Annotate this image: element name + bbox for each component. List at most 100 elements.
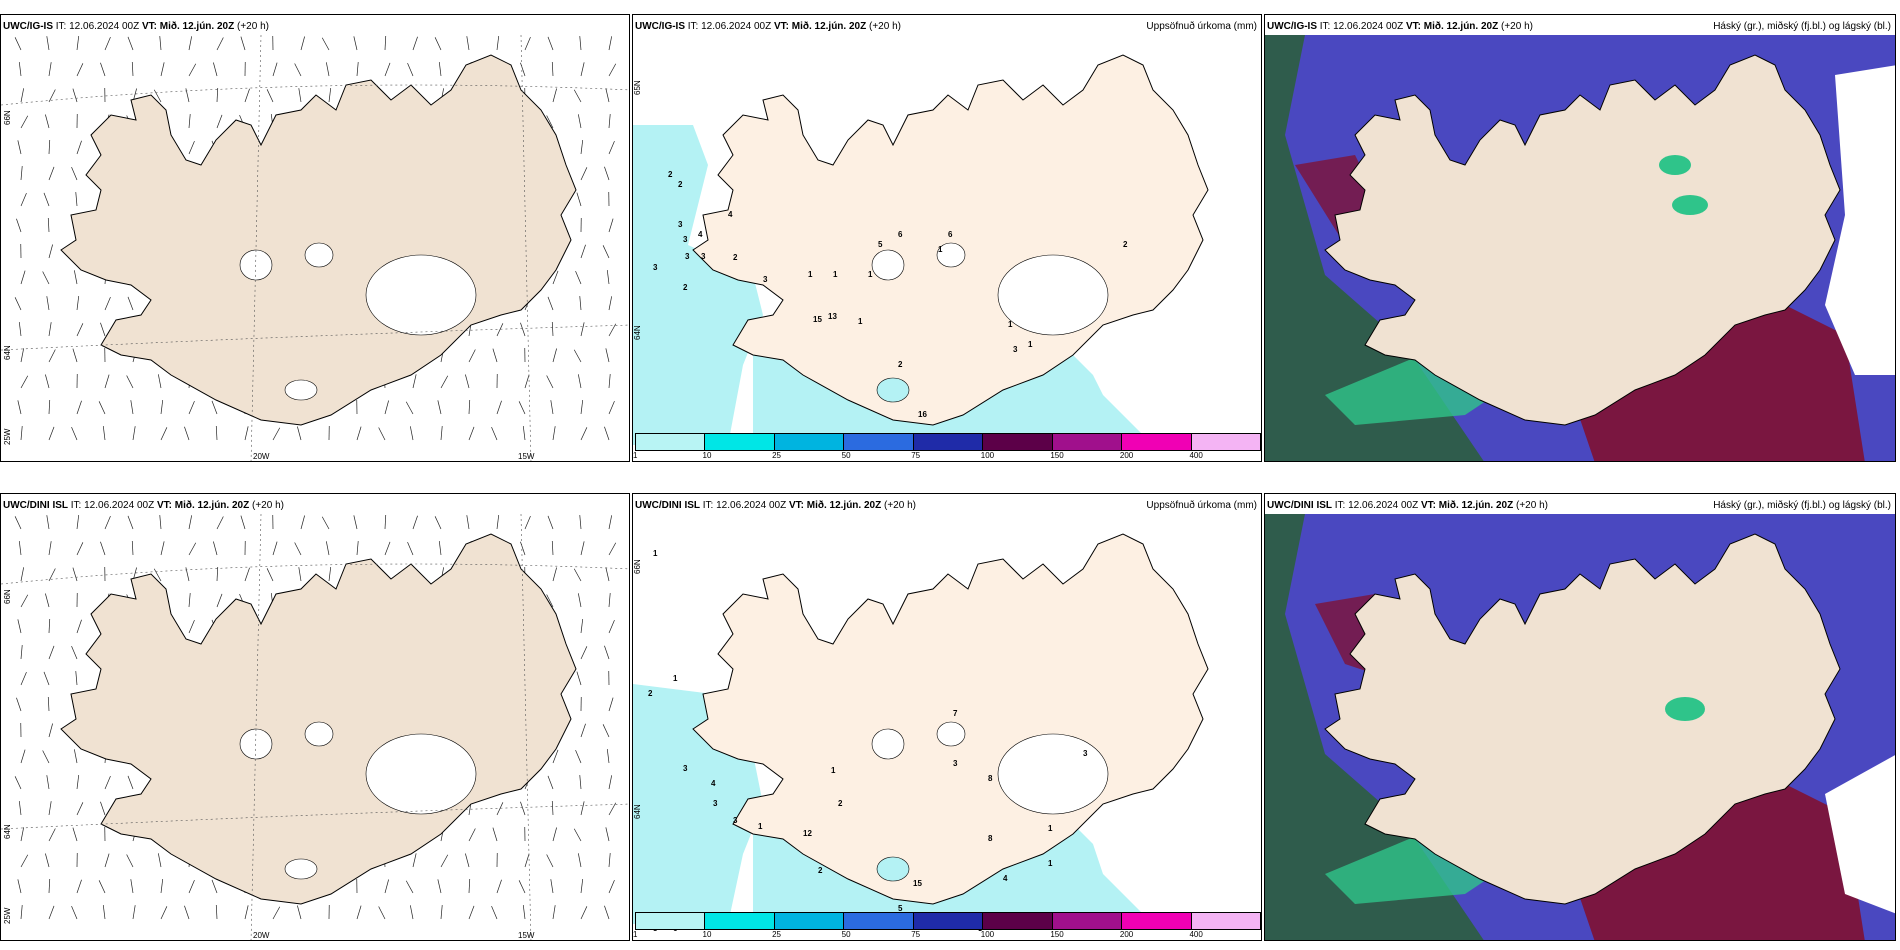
wind-barb [98,880,106,894]
wind-barb [76,775,80,790]
wind-barb [17,400,22,415]
wind-barb [76,323,84,337]
precip-value-label: 1 [938,245,943,254]
wind-barb [211,879,218,894]
wind-barb [407,62,414,77]
colorbar-swatch [1122,434,1192,450]
wind-barb [466,36,470,51]
wind-barb [580,723,586,738]
wind-barb [73,749,78,764]
wind-barb [240,515,246,530]
wind-barb [300,515,305,530]
wind-barb [76,802,84,816]
wind-barb [546,594,554,608]
panel-header: UWC/DINI ISL IT: 12.06.2024 00Z VT: Mið.… [635,500,1257,511]
colorbar-tick: 50 [841,451,851,460]
init-time: IT: 12.06.2024 00Z [687,21,772,32]
wind-barb [328,88,332,103]
wind-barb [104,515,111,530]
wind-barb [604,166,610,181]
valid-time: Mið. 12.jún. 20Z [791,21,867,32]
wind-barb [14,37,22,51]
wind-barb [272,906,281,920]
wind-barb [576,192,582,207]
wind-barb [76,879,82,894]
wind-barb [153,568,162,582]
wind-barb [216,114,223,129]
wind-barb [160,906,168,920]
precip-value-label: 3 [685,252,690,261]
wind-barb [75,192,78,207]
init-time: IT: 12.06.2024 00Z [1319,21,1404,32]
wind-barb [48,828,56,842]
wind-barb [356,426,362,441]
green-cloud-cell [1672,195,1708,215]
wind-barb [76,619,82,634]
wind-barb [20,567,25,582]
wind-barb [45,593,50,608]
wind-barb [45,374,50,389]
wind-barb [608,515,613,530]
wind-barb [104,374,110,389]
wind-barb [434,37,442,51]
wind-barb [577,114,582,129]
wind-barb [608,140,615,155]
wind-barb [551,801,554,816]
valid-time-label: VT: [1420,500,1436,511]
model-name: UWC/IG-IS [635,21,685,32]
wind-barb [465,374,470,389]
wind-barb [48,568,56,582]
wind-barb [20,426,23,441]
wind-barb [294,63,302,77]
wind-barb [14,297,22,311]
wind-barb [608,218,614,233]
wind-barb [468,400,471,415]
valid-time: Mið. 12.jún. 20Z [1423,21,1499,32]
wind-barb [188,619,195,634]
colorbar-swatch [1191,434,1260,450]
wind-barb [466,515,470,530]
wind-barb [184,905,190,920]
init-time: IT: 12.06.2024 00Z [1334,500,1419,511]
wind-barb [42,750,50,764]
wind-barb [100,541,106,556]
wind-barb [159,515,162,530]
wind-barb [157,853,162,868]
wind-barb [185,567,190,582]
lat-label-66n: 66N [3,110,12,125]
wind-barb [48,89,56,103]
wind-barb [409,905,414,920]
wind-barb [580,62,585,77]
colorbar-tick: 400 [1189,930,1203,939]
valid-time-label: VT: [156,500,172,511]
precip-value-label: 5 [898,904,903,913]
wind-barb [384,879,389,894]
colorbar-swatch [913,434,984,450]
wind-barb [188,515,193,530]
precip-value-label: 2 [838,799,843,808]
precip-value-label: 1 [673,674,678,683]
panel-header: UWC/DINI ISL IT: 12.06.2024 00Z VT: Mið.… [3,500,625,511]
wind-barb [159,36,162,51]
wind-barb [580,140,584,155]
wind-barb [608,775,613,790]
iceland-landmass [1324,54,1841,426]
wind-barb [17,879,22,894]
wind-barb [20,645,23,660]
wind-barb [160,400,164,415]
valid-time: Mið. 12.jún. 20Z [159,21,235,32]
wind-barb [127,36,134,51]
glaciers [239,242,477,401]
wind-barb [546,115,554,129]
wind-barb [298,567,302,582]
wind-barb [378,427,386,441]
precip-colorbar [635,433,1261,451]
wind-barb [71,166,78,181]
wind-barb [240,36,246,51]
wind-barb [127,296,134,311]
precip-value-label: 1 [653,549,658,558]
glaciers [871,721,1109,815]
wind-barb [160,62,165,77]
valid-time: Mið. 12.jún. 20Z [1438,500,1514,511]
lat-label-64n: 64N [3,824,12,839]
